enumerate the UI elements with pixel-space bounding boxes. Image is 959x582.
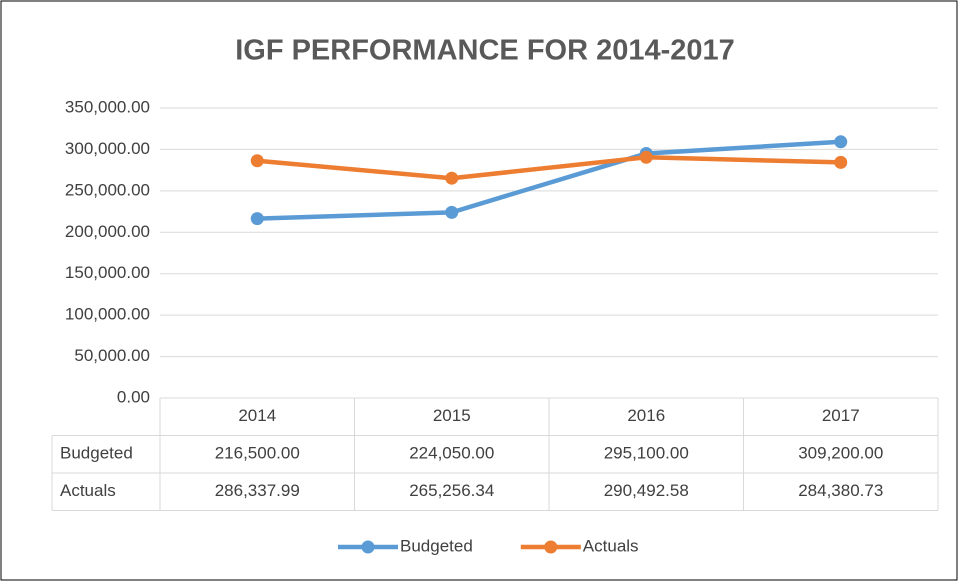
data-point [445, 171, 459, 185]
legend-label: Budgeted [400, 536, 473, 555]
series-line [255, 155, 843, 181]
table-cell: 290,492.58 [604, 481, 689, 500]
table-row-header: Budgeted [60, 444, 133, 463]
y-tick-label: 50,000.00 [74, 346, 150, 365]
data-point [250, 212, 264, 226]
data-point [834, 155, 848, 169]
table-cell: 295,100.00 [604, 444, 689, 463]
legend-label: Actuals [583, 536, 639, 555]
y-tick-label: 350,000.00 [65, 97, 150, 116]
table-cell: 286,337.99 [215, 481, 300, 500]
data-point [639, 150, 653, 164]
table-cell: 284,380.73 [798, 481, 883, 500]
x-tick-label: 2014 [238, 406, 276, 425]
y-tick-label: 150,000.00 [65, 263, 150, 282]
table-cell: 309,200.00 [798, 444, 883, 463]
y-tick-label: 200,000.00 [65, 222, 150, 241]
table-cell: 224,050.00 [409, 444, 494, 463]
table-row-header: Actuals [60, 481, 116, 500]
data-point [445, 205, 459, 219]
table-cell: 216,500.00 [215, 444, 300, 463]
y-tick-label: 100,000.00 [65, 305, 150, 324]
data-point [250, 154, 264, 168]
y-tick-label: 250,000.00 [65, 180, 150, 199]
x-tick-label: 2017 [822, 406, 860, 425]
table-cell: 265,256.34 [409, 481, 494, 500]
x-tick-label: 2015 [433, 406, 471, 425]
series-line [255, 139, 843, 221]
legend-marker [544, 540, 558, 554]
data-point [834, 135, 848, 149]
y-tick-label: 0.00 [117, 387, 150, 406]
legend-marker [361, 540, 375, 554]
y-tick-label: 300,000.00 [65, 139, 150, 158]
x-tick-label: 2016 [627, 406, 665, 425]
chart-title: IGF PERFORMANCE FOR 2014-2017 [235, 35, 735, 67]
